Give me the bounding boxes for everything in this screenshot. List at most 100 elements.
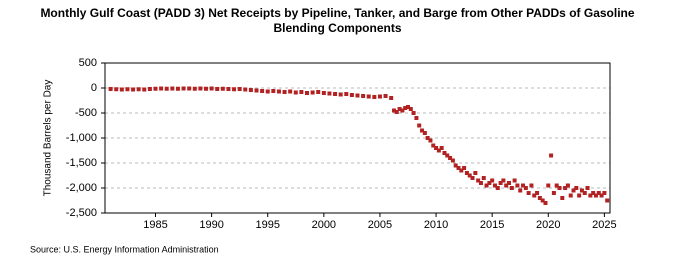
data-point (282, 90, 287, 94)
data-point (574, 186, 579, 190)
data-point (355, 93, 360, 98)
data-point (209, 86, 214, 91)
data-point (394, 110, 399, 114)
data-point (526, 191, 531, 195)
data-point (131, 87, 136, 92)
data-point (181, 86, 186, 91)
data-point (114, 87, 119, 92)
x-tick-label: 1990 (199, 219, 223, 231)
x-tick-label: 2000 (312, 219, 336, 231)
data-point (484, 183, 489, 188)
data-point (327, 91, 332, 96)
data-point (288, 89, 293, 94)
data-point (215, 87, 220, 91)
data-point (456, 166, 461, 170)
data-point (293, 90, 298, 95)
data-point (571, 188, 576, 193)
x-tick-label: 1985 (143, 219, 167, 231)
data-point (425, 136, 430, 140)
data-point (125, 87, 130, 92)
data-point (187, 86, 192, 91)
data-point (305, 91, 309, 95)
data-point (420, 128, 425, 133)
data-point (535, 191, 540, 195)
data-point (119, 87, 124, 92)
chart-title: Monthly Gulf Coast (PADD 3) Net Receipts… (40, 6, 635, 35)
data-point (605, 198, 610, 203)
data-point (560, 196, 565, 200)
data-point (383, 94, 388, 98)
data-point (436, 148, 441, 153)
data-point (563, 186, 568, 190)
data-point (448, 156, 453, 160)
data-point (582, 191, 587, 195)
x-tick-label: 2020 (536, 219, 560, 231)
data-point (501, 178, 506, 183)
data-point (361, 94, 366, 98)
data-point (523, 186, 528, 190)
data-point (512, 178, 517, 183)
data-point (579, 188, 584, 193)
data-point (490, 178, 495, 183)
data-point (366, 94, 371, 99)
data-point (389, 96, 394, 100)
data-point (254, 88, 259, 93)
data-point (554, 183, 559, 188)
data-point (453, 163, 458, 168)
y-tick-label: -1,000 (66, 132, 97, 144)
data-point (577, 193, 582, 198)
data-point (276, 89, 281, 94)
data-point (492, 183, 497, 188)
data-point (551, 191, 556, 195)
data-point (321, 91, 326, 95)
data-point (532, 193, 537, 198)
data-point (414, 116, 419, 120)
data-point (557, 186, 562, 190)
data-point (198, 86, 203, 91)
data-point (243, 87, 248, 92)
data-point (220, 86, 225, 91)
data-point (504, 183, 509, 188)
y-tick-label: 500 (79, 57, 97, 69)
y-tick-label: -2,500 (66, 207, 97, 219)
plot-frame (104, 62, 611, 214)
data-point (495, 186, 500, 190)
data-point (596, 191, 601, 195)
data-point (175, 86, 180, 91)
data-point (602, 191, 607, 195)
data-point (408, 107, 413, 111)
data-point (265, 89, 270, 94)
data-point (478, 181, 483, 185)
data-point (434, 146, 439, 150)
data-point (372, 95, 377, 99)
x-tick-label: 2025 (592, 219, 616, 231)
data-point (464, 171, 469, 175)
data-point (153, 86, 158, 91)
data-point (593, 193, 598, 198)
data-point (271, 89, 276, 93)
data-point (338, 92, 343, 97)
data-point (248, 88, 253, 92)
data-point (481, 176, 486, 180)
data-point (546, 183, 551, 188)
data-point (349, 93, 354, 97)
y-tick-label: -500 (75, 107, 97, 119)
data-point (391, 108, 396, 113)
data-point (476, 178, 481, 183)
data-point (260, 89, 265, 93)
data-point (467, 173, 472, 178)
data-point (164, 86, 169, 91)
data-point (159, 86, 164, 91)
x-tick-label: 2010 (424, 219, 448, 231)
data-point (565, 183, 570, 188)
data-point (591, 191, 596, 195)
data-point (232, 87, 237, 92)
y-tick-label: 0 (91, 82, 97, 94)
data-point (344, 92, 349, 96)
data-point (537, 196, 542, 200)
data-point (400, 108, 405, 113)
data-point (226, 87, 231, 91)
data-point (543, 201, 548, 205)
data-point (108, 87, 113, 91)
